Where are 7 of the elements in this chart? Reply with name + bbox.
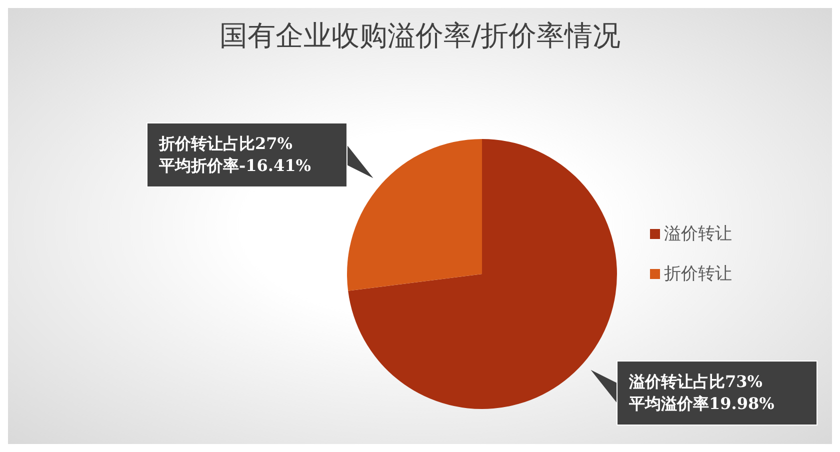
legend-label: 溢价转让 bbox=[664, 224, 732, 244]
data-label: 溢价转让占比73% 平均溢价率19.98% bbox=[628, 372, 774, 414]
chart-title: 国有企业收购溢价率/折价率情况 bbox=[218, 18, 622, 54]
legend-label: 折价转让 bbox=[664, 264, 732, 284]
pie-slice bbox=[348, 139, 617, 409]
pie-slice bbox=[347, 139, 482, 291]
data-label: 折价转让占比27% 平均折价率-16.41% bbox=[158, 134, 311, 175]
